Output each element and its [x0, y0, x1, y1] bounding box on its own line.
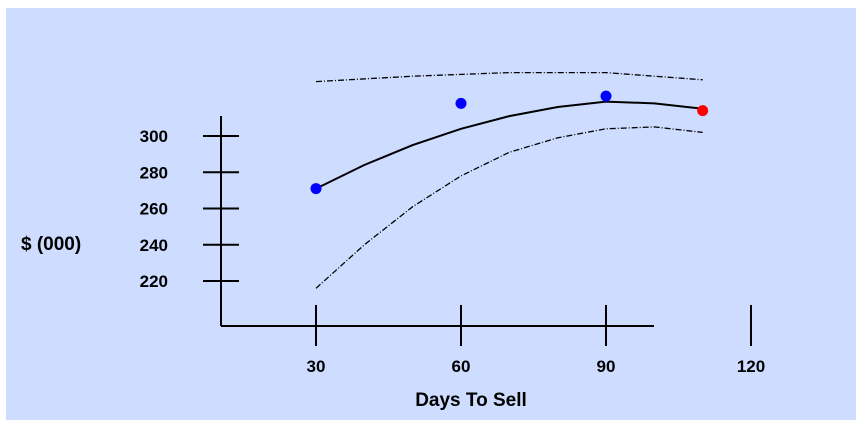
- y-tick-label: 300: [140, 127, 168, 146]
- x-tick-label: 60: [452, 357, 471, 376]
- observed-data-point: [455, 97, 467, 109]
- chart-background: [6, 8, 856, 420]
- x-tick-label: 30: [307, 357, 326, 376]
- x-axis-label: Days To Sell: [415, 390, 527, 411]
- y-tick-label: 220: [140, 272, 168, 291]
- scatter-chart: 220 240 260 280 300 30 60 90 120 $ (000) Days To…: [6, 8, 856, 420]
- observed-data-point: [600, 90, 612, 102]
- chart-panel: 220 240 260 280 300 30 60 90 120 $ (000) Days To…: [6, 8, 856, 420]
- data-points: [310, 90, 709, 195]
- predicted-data-point: [697, 105, 709, 117]
- observed-data-point: [310, 183, 322, 195]
- lower-confidence-curve: [315, 126, 703, 289]
- y-tick-label: 240: [140, 236, 168, 255]
- fit-curve: [315, 100, 703, 190]
- curves: [315, 71, 703, 289]
- x-tick-label: 90: [597, 357, 616, 376]
- y-tick-label: 260: [140, 200, 168, 219]
- y-axis-label: $ (000): [21, 234, 81, 255]
- labels: $ (000) Days To Sell: [21, 234, 527, 411]
- upper-confidence-curve: [315, 71, 703, 83]
- y-tick-label: 280: [140, 163, 168, 182]
- axes: 220 240 260 280 300 30 60 90 120: [140, 116, 765, 376]
- x-tick-label: 120: [737, 357, 765, 376]
